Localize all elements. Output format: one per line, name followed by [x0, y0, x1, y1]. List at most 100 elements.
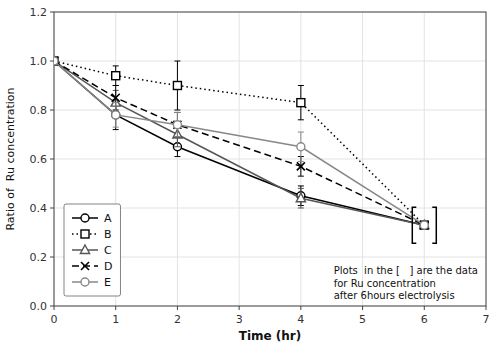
legend-label: E	[104, 276, 111, 289]
series-line	[54, 61, 424, 225]
grid-line	[54, 61, 486, 62]
grid-line	[54, 159, 486, 160]
plot-frame	[54, 12, 486, 306]
tick	[50, 159, 54, 160]
chart: 0 1 2 3 4 5 6 7 0.0 0.2 0.4 0.6 0.8 1.0 1.2 Time (hr) Ra…	[0, 0, 500, 352]
legend: ABCDE	[64, 204, 120, 296]
point	[297, 162, 305, 170]
tick	[54, 306, 55, 310]
tick	[50, 110, 54, 111]
y-axis-label: Ratio of Ru concentration	[4, 87, 17, 230]
point	[112, 111, 120, 119]
tick	[50, 208, 54, 209]
tick	[177, 306, 178, 310]
bracket	[412, 207, 436, 243]
point	[420, 221, 428, 229]
grid-line	[54, 110, 486, 111]
tick-label: 1.2	[30, 6, 48, 19]
series-line	[54, 61, 424, 225]
point	[420, 220, 429, 229]
series-line	[54, 61, 424, 225]
legend-marker	[81, 214, 89, 222]
tick-label: 0.4	[30, 202, 48, 215]
tick	[486, 306, 487, 310]
point	[297, 99, 305, 107]
legend-frame	[64, 204, 120, 296]
annotation: Plots in the [ ] are the data for Ru conc…	[334, 265, 478, 301]
point	[420, 221, 428, 229]
tick	[239, 306, 240, 310]
tick-label: 0.6	[30, 153, 48, 166]
legend-item: B	[72, 228, 112, 241]
point	[54, 56, 59, 65]
point	[112, 94, 120, 102]
legend-marker	[81, 262, 89, 270]
legend-marker	[80, 245, 89, 254]
tick-label: 1	[112, 313, 119, 326]
plot-area	[54, 12, 486, 306]
point	[420, 221, 428, 229]
tick	[50, 257, 54, 258]
annotation-line: Plots in the [ ] are the data	[334, 265, 478, 276]
legend-label: A	[104, 212, 112, 225]
point	[54, 57, 58, 65]
tick-label: 1.0	[30, 55, 48, 68]
point	[173, 121, 181, 129]
tick	[115, 306, 116, 310]
annotation-line: after 6hours electrolysis	[334, 290, 455, 301]
point	[173, 82, 181, 90]
annotation-line: for Ru concentration	[334, 278, 436, 289]
tick-label: 3	[236, 313, 243, 326]
tick-label: 4	[297, 313, 304, 326]
tick	[50, 12, 54, 13]
legend-marker	[81, 278, 89, 286]
legend-item: A	[72, 212, 112, 225]
tick-label: 5	[359, 313, 366, 326]
series	[54, 57, 428, 229]
data	[54, 56, 429, 229]
point	[296, 193, 305, 202]
tick-label: 0.2	[30, 251, 48, 264]
tick	[362, 306, 363, 310]
point	[420, 221, 428, 229]
axes: 0 1 2 3 4 5 6 7 0.0 0.2 0.4 0.6 0.8 1.0 1.2	[30, 6, 490, 326]
tick-label: 0.0	[30, 300, 48, 313]
legend-marker	[81, 230, 89, 238]
error-bar	[298, 132, 304, 161]
error-bar	[174, 61, 180, 110]
tick-label: 7	[483, 313, 490, 326]
tick	[50, 61, 54, 62]
tick-label: 0.8	[30, 104, 48, 117]
legend-item: E	[72, 276, 111, 289]
legend-label: D	[104, 260, 112, 273]
tick	[300, 306, 301, 310]
legend-item: D	[72, 260, 112, 273]
point	[173, 121, 181, 129]
series-line	[54, 61, 424, 225]
point	[297, 143, 305, 151]
tick-label: 2	[174, 313, 181, 326]
x-axis-label: Time (hr)	[239, 329, 302, 343]
series	[54, 56, 429, 229]
series-line	[54, 61, 424, 225]
legend-item: C	[72, 244, 112, 257]
legend-label: C	[104, 244, 112, 257]
tick-label: 0	[51, 313, 58, 326]
error-bar	[113, 66, 119, 86]
error-bar	[298, 86, 304, 120]
point	[54, 57, 58, 65]
error-bar	[174, 112, 180, 137]
tick	[424, 306, 425, 310]
grid	[54, 12, 486, 306]
series	[54, 57, 428, 229]
error-bar	[113, 103, 119, 128]
tick	[50, 306, 54, 307]
series	[54, 57, 428, 229]
series	[54, 57, 428, 229]
point	[54, 57, 58, 65]
point	[112, 72, 120, 80]
legend-label: B	[104, 228, 112, 241]
point	[54, 57, 58, 65]
tick-label: 6	[421, 313, 428, 326]
error-bar	[174, 112, 180, 137]
